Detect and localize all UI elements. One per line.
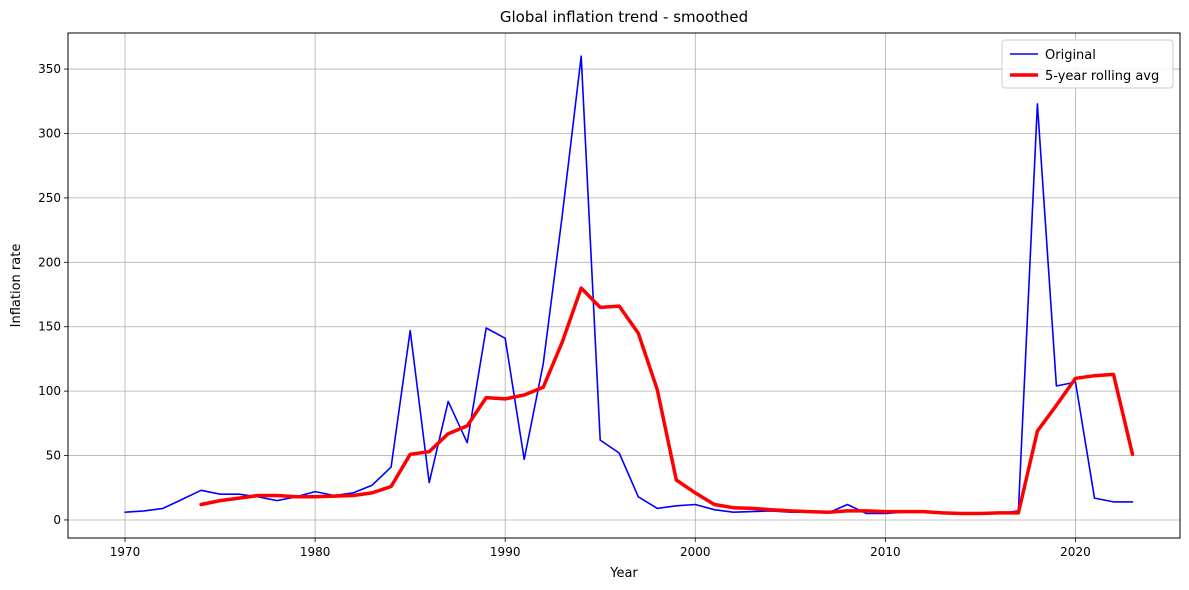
x-tick-label: 1990: [490, 545, 521, 559]
chart-title: Global inflation trend - smoothed: [500, 8, 748, 26]
y-tick-label: 50: [46, 449, 61, 463]
series-original-line: [124, 55, 1134, 515]
legend: Original 5-year rolling avg: [1001, 39, 1174, 89]
y-tick-label: 200: [38, 255, 61, 269]
plot-frame: [67, 32, 1181, 539]
x-tick-label: 1970: [110, 545, 141, 559]
axis-ticks: 1970 1980 1990 2000 2010 2020 0 50 100 150 200 250 3…: [38, 62, 1091, 559]
y-tick-label: 300: [38, 126, 61, 140]
y-tick-label: 0: [53, 513, 61, 527]
legend-label-original: Original: [1045, 48, 1096, 63]
x-tick-label: 2000: [680, 545, 711, 559]
x-tick-label: 2020: [1060, 545, 1091, 559]
x-axis-label: Year: [609, 566, 638, 581]
x-tick-label: 1980: [300, 545, 331, 559]
series-rolling-avg-line: [199, 286, 1135, 516]
y-axis-label: Inflation rate: [9, 244, 24, 328]
legend-box: [1001, 39, 1174, 89]
y-tick-label: 250: [38, 191, 61, 205]
series-layer: [124, 55, 1135, 516]
y-tick-label: 350: [38, 62, 61, 76]
y-tick-label: 150: [38, 320, 61, 334]
y-tick-label: 100: [38, 384, 61, 398]
legend-label-rolling-avg: 5-year rolling avg: [1045, 69, 1159, 84]
grid: [68, 33, 1180, 538]
x-tick-label: 2010: [870, 545, 901, 559]
